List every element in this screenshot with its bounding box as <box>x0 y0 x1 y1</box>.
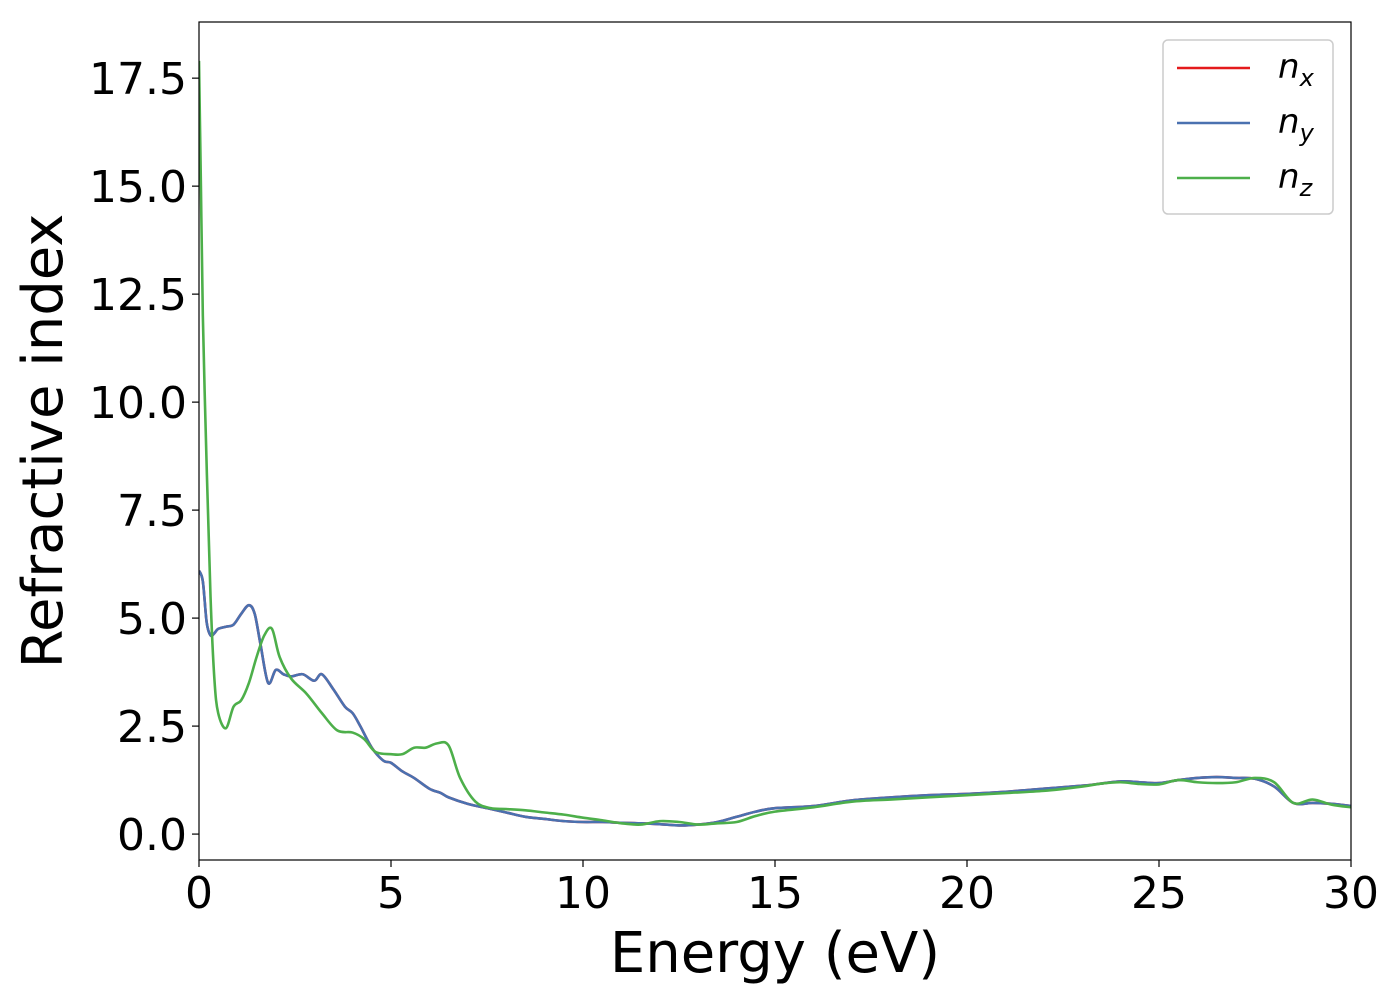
x-tick-label: 15 <box>747 868 803 919</box>
y-tick-label: 15.0 <box>89 162 187 213</box>
y-axis: 0.0 2.5 5.0 7.5 10.0 12.5 15.0 17.5 <box>89 54 199 861</box>
series-line-ny <box>199 570 1351 827</box>
legend-label-nx: nx <box>1278 47 1315 92</box>
x-tick-label: 5 <box>377 868 405 919</box>
y-tick-label: 0.0 <box>117 810 187 861</box>
series-lines <box>199 60 1351 827</box>
x-tick-label: 20 <box>939 868 995 919</box>
y-tick-label: 17.5 <box>89 54 187 105</box>
x-tick-label: 25 <box>1131 868 1187 919</box>
legend-box <box>1162 39 1334 215</box>
y-tick-label: 2.5 <box>117 702 187 753</box>
y-tick-label: 10.0 <box>89 378 187 429</box>
legend-label-ny: ny <box>1278 102 1315 147</box>
x-axis: 0 5 10 15 20 25 30 <box>185 860 1379 919</box>
x-tick-label: 10 <box>555 868 611 919</box>
series-line-nz <box>199 60 1351 826</box>
legend-label-nz: nz <box>1278 157 1314 202</box>
y-tick-label: 5.0 <box>117 594 187 645</box>
y-tick-label: 7.5 <box>117 486 187 537</box>
y-axis-label: Refractive index <box>11 214 76 669</box>
legend: nx ny nz <box>1162 39 1334 215</box>
x-tick-label: 30 <box>1323 868 1379 919</box>
y-tick-label: 12.5 <box>89 270 187 321</box>
x-tick-label: 0 <box>185 868 213 919</box>
x-axis-label: Energy (eV) <box>610 921 940 986</box>
